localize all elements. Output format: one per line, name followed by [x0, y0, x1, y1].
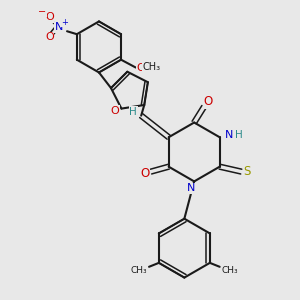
Text: O: O	[45, 32, 54, 42]
Text: CH₃: CH₃	[131, 266, 148, 275]
Text: O: O	[203, 95, 212, 108]
Text: H: H	[130, 107, 137, 117]
Text: CH₃: CH₃	[142, 61, 160, 72]
Text: CH₃: CH₃	[221, 266, 238, 275]
Text: −: −	[38, 7, 46, 16]
Text: O: O	[45, 13, 54, 22]
Text: +: +	[61, 18, 68, 27]
Text: S: S	[244, 165, 251, 178]
Text: N: N	[187, 183, 195, 193]
Text: N: N	[55, 22, 63, 32]
Text: H: H	[236, 130, 243, 140]
Text: O: O	[136, 63, 145, 73]
Text: O: O	[140, 167, 150, 180]
Text: O: O	[110, 106, 119, 116]
Text: N: N	[225, 130, 234, 140]
